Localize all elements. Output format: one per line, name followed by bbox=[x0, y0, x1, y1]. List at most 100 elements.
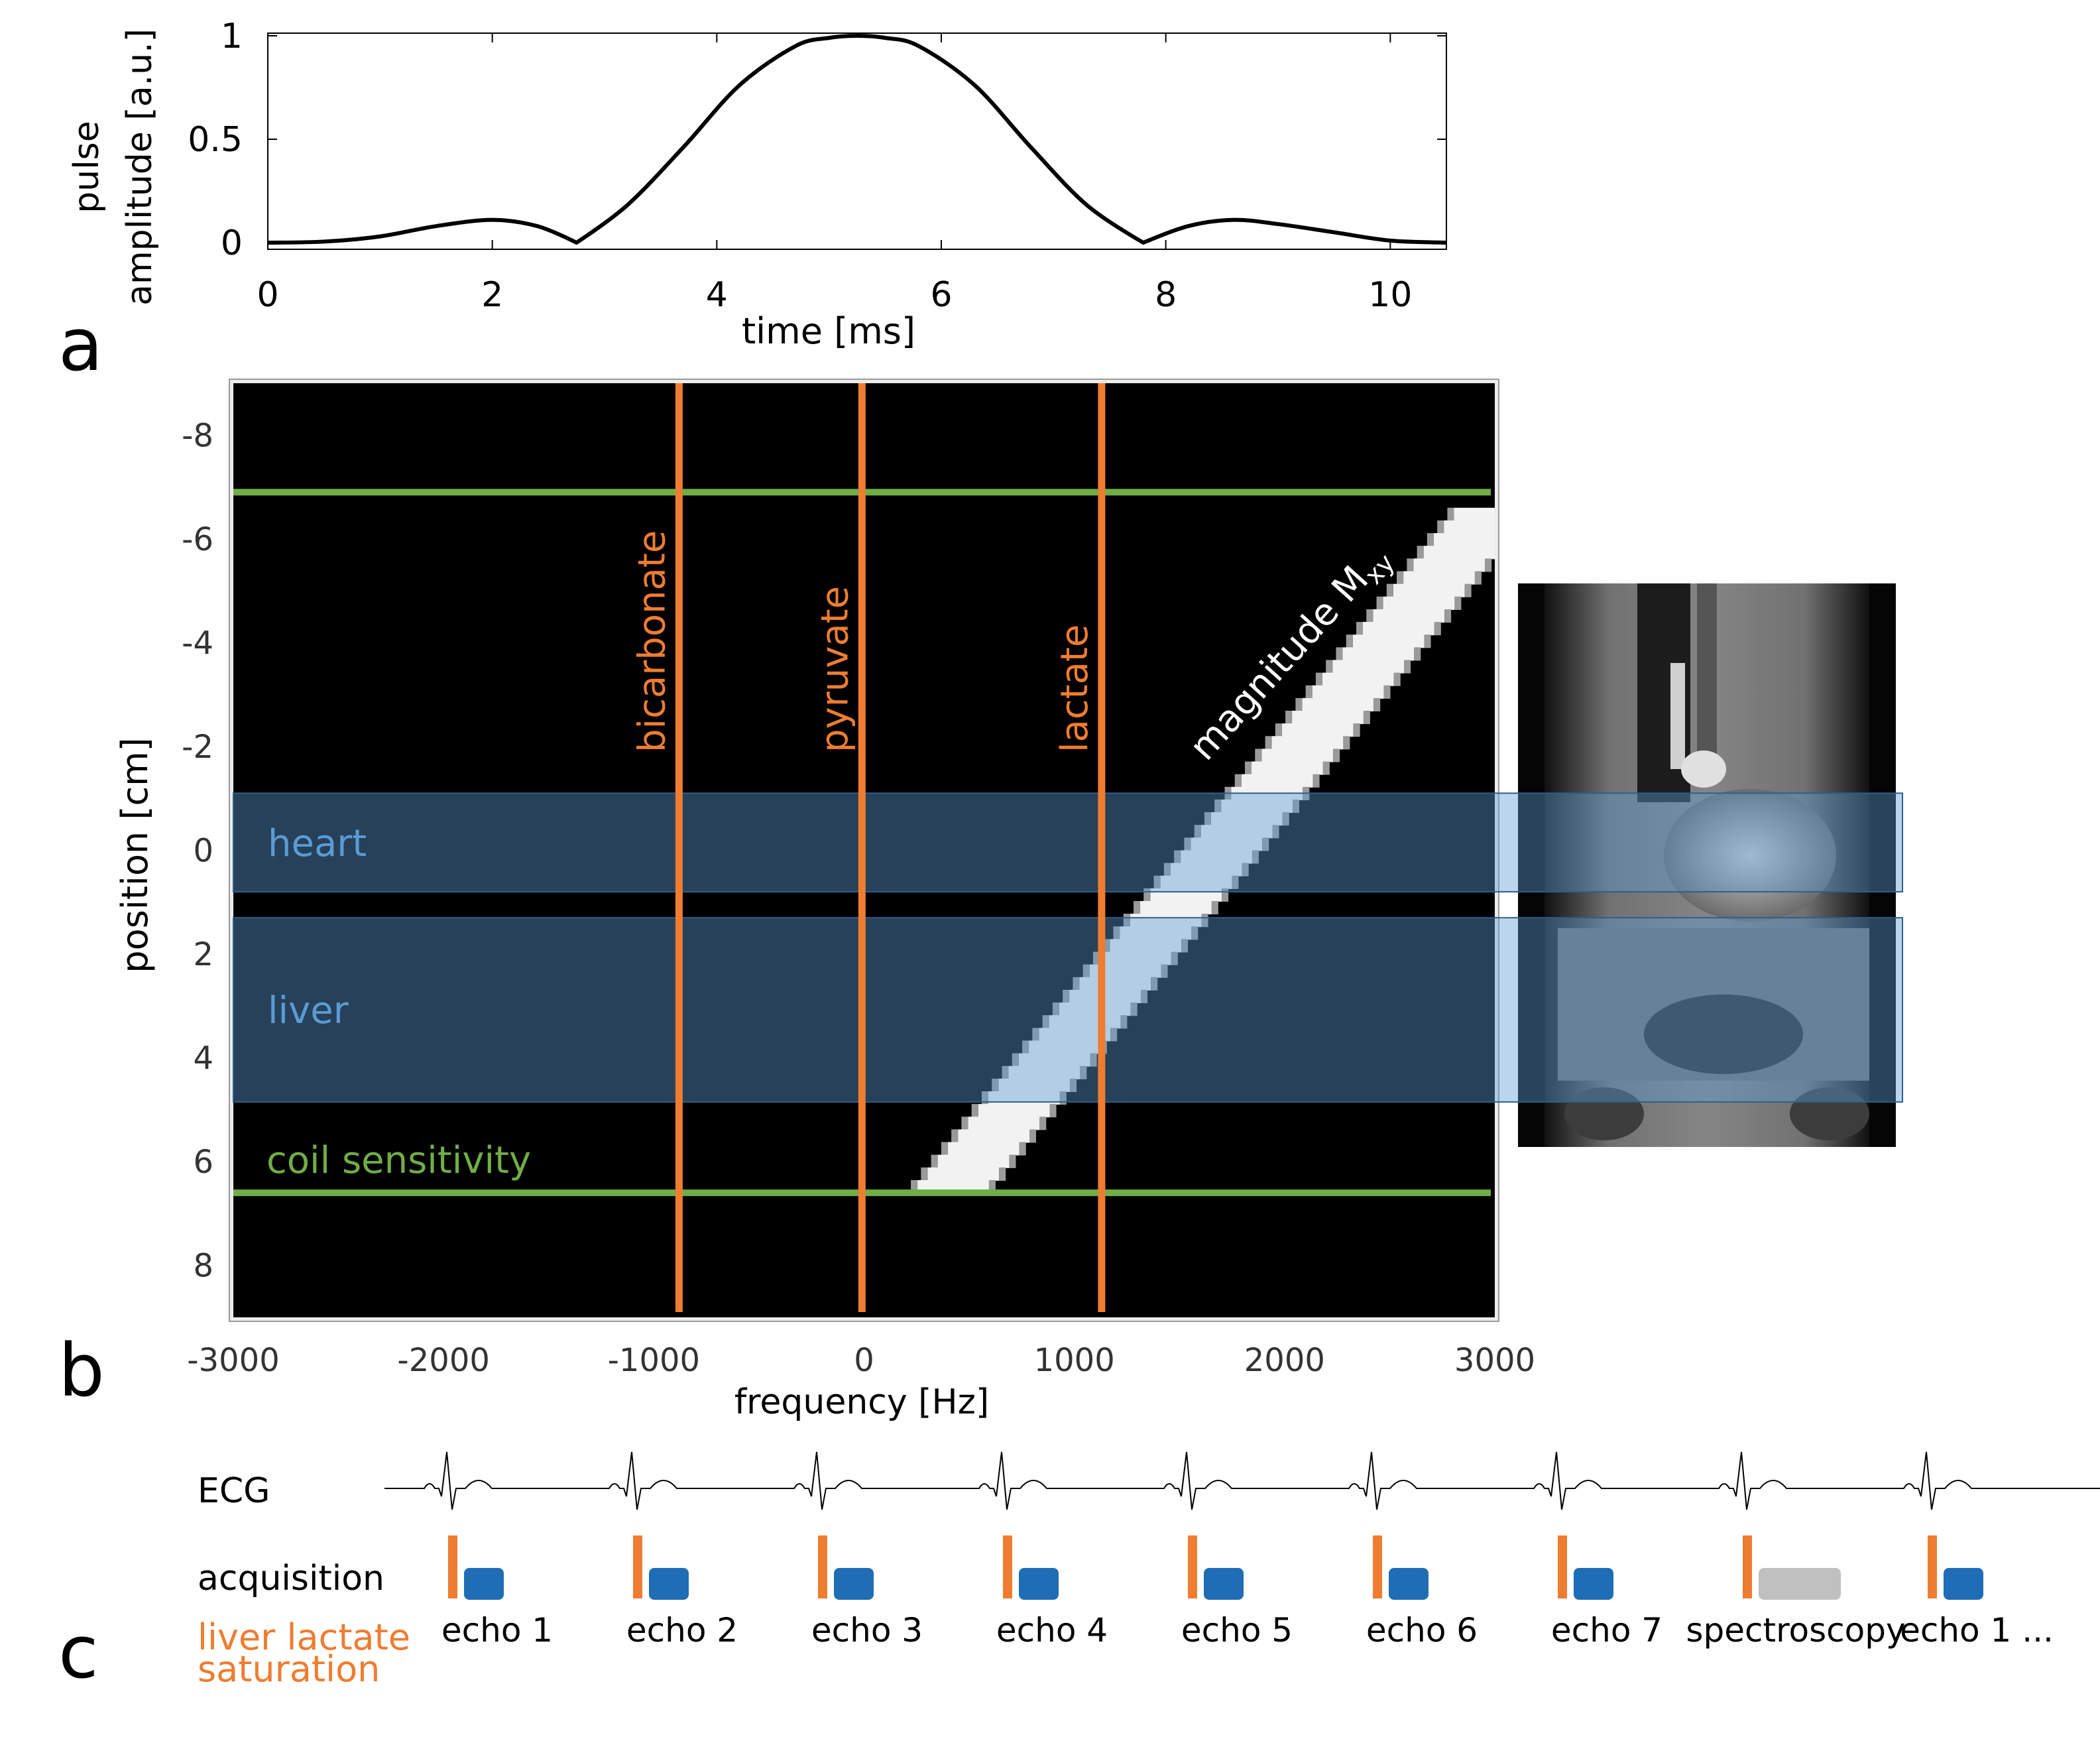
region-label-liver: liver bbox=[268, 989, 349, 1032]
band-edge bbox=[1211, 901, 1218, 915]
band-segment bbox=[1029, 1040, 1100, 1054]
band-segment bbox=[1160, 875, 1232, 889]
x-tick-label-a: 2 bbox=[481, 275, 503, 315]
band-edge bbox=[1305, 685, 1312, 699]
band-segment bbox=[1383, 596, 1455, 610]
band-segment bbox=[1444, 520, 1495, 534]
band-segment bbox=[1454, 507, 1495, 522]
saturation-pulse bbox=[1743, 1535, 1752, 1598]
band-segment bbox=[1302, 697, 1374, 712]
acquisition-label-5: echo 5 bbox=[1181, 1611, 1293, 1650]
band-segment bbox=[1292, 711, 1364, 725]
band-edge bbox=[1163, 863, 1171, 876]
acquisition-label: acquisition bbox=[198, 1559, 384, 1598]
band-edge bbox=[1397, 571, 1404, 585]
plot-b-tick-labels: -3000 -2000 -1000 0 1000 2000 3000 -8 -6 -4 -2 0 2 4 6… bbox=[182, 417, 1535, 1379]
x-tick-label-b: -3000 bbox=[187, 1342, 279, 1379]
band-segment bbox=[1099, 951, 1171, 965]
plot-b-ylabel: position [cm] bbox=[114, 737, 156, 973]
band-edge bbox=[1049, 1104, 1057, 1118]
band-segment bbox=[937, 1154, 1010, 1168]
tissue-regions: heart liver bbox=[233, 792, 1903, 1103]
region-heart bbox=[233, 792, 1903, 893]
band-segment bbox=[1312, 685, 1384, 699]
metabolite-lines: bicarbonate pyruvate lactate bbox=[630, 383, 1106, 1312]
acquisition-blocks: echo 1 echo 2 echo 3 echo 4 echo 5 echo 6 echo… bbox=[441, 1535, 2054, 1650]
y-tick-label-b: 6 bbox=[193, 1144, 213, 1181]
band-edge bbox=[1161, 964, 1168, 978]
band-edge bbox=[1434, 622, 1441, 636]
pulse-amplitude-chart: 0 2 4 6 8 10 0 0.5 1 time [ms] pulse amplitude [… bbox=[58, 17, 1447, 387]
band-edge bbox=[1113, 926, 1120, 940]
band-segment bbox=[1393, 583, 1465, 597]
frequency-position-chart: heart liver coil sensitivity bicarbonate p… bbox=[58, 379, 1903, 1422]
band-edge bbox=[1424, 634, 1431, 648]
band-edge bbox=[1356, 622, 1364, 636]
band-edge bbox=[1474, 571, 1482, 585]
band-segment bbox=[1140, 901, 1212, 915]
band-segment bbox=[1191, 837, 1263, 851]
band-segment bbox=[1130, 914, 1202, 928]
band-segment bbox=[1403, 571, 1475, 585]
acquisition-block-echo bbox=[1019, 1568, 1059, 1600]
band-edge bbox=[1103, 939, 1110, 953]
metabolite-label-bicarbonate: bicarbonate bbox=[630, 530, 673, 752]
band-edge bbox=[1363, 711, 1370, 725]
band-edge bbox=[1515, 520, 1522, 534]
band-edge bbox=[1151, 977, 1158, 991]
band-edge bbox=[1265, 736, 1272, 750]
y-tick-label-a: 1 bbox=[221, 17, 243, 56]
pulse-curve bbox=[267, 34, 1447, 245]
band-segment bbox=[1271, 736, 1344, 750]
panel-a-label: a bbox=[58, 302, 103, 387]
saturation-pulse bbox=[1188, 1535, 1197, 1598]
band-edge bbox=[1373, 697, 1381, 712]
band-edge bbox=[1336, 647, 1343, 661]
band-segment bbox=[968, 1116, 1040, 1130]
x-tick-label-b: 0 bbox=[854, 1342, 874, 1379]
mri-image bbox=[1518, 583, 1896, 1147]
band-segment bbox=[1181, 850, 1252, 864]
acquisition-block-echo bbox=[834, 1568, 874, 1600]
y-tick-label-b: 2 bbox=[193, 936, 213, 973]
acquisition-block-echo bbox=[1389, 1568, 1429, 1600]
band-edge bbox=[1204, 812, 1211, 826]
acquisition-label-2: echo 2 bbox=[626, 1611, 738, 1650]
region-liver bbox=[233, 917, 1903, 1103]
band-edge bbox=[1326, 660, 1333, 674]
band-edge bbox=[1123, 914, 1130, 928]
band-edge bbox=[1315, 672, 1322, 686]
band-edge bbox=[1404, 660, 1411, 674]
band-edge bbox=[1070, 1078, 1077, 1093]
band-edge bbox=[1454, 596, 1462, 610]
band-edge bbox=[1386, 583, 1393, 597]
x-tick-label-a: 6 bbox=[930, 275, 952, 315]
band-segment bbox=[1089, 964, 1161, 978]
band-edge bbox=[1029, 1129, 1037, 1143]
acquisition-block-echo bbox=[1204, 1568, 1244, 1600]
band-edge bbox=[1232, 875, 1239, 889]
band-edge bbox=[1282, 812, 1289, 826]
band-edge bbox=[1383, 685, 1391, 699]
x-tick-label-b: 1000 bbox=[1034, 1342, 1115, 1379]
band-edge bbox=[971, 1104, 978, 1118]
plot-a-ylabel-line1: pulse bbox=[67, 121, 107, 213]
band-edge bbox=[1437, 520, 1444, 534]
band-edge bbox=[1312, 774, 1320, 788]
band-edge bbox=[999, 1167, 1006, 1181]
band-edge bbox=[1174, 850, 1181, 864]
x-tick-label-b: -2000 bbox=[397, 1342, 489, 1379]
acquisition-block-echo bbox=[464, 1568, 504, 1600]
band-edge bbox=[992, 1078, 999, 1093]
acquisition-label-4: echo 4 bbox=[996, 1611, 1108, 1650]
band-edge bbox=[1376, 596, 1383, 610]
y-tick-label-b: 8 bbox=[193, 1248, 213, 1285]
band-edge bbox=[1333, 749, 1340, 762]
band-edge bbox=[1002, 1065, 1009, 1079]
band-segment bbox=[1210, 812, 1283, 826]
band-segment bbox=[1332, 660, 1405, 674]
band-edge bbox=[1245, 761, 1252, 775]
saturation-pulse bbox=[1558, 1535, 1567, 1598]
band-edge bbox=[1080, 1065, 1087, 1079]
band-edge bbox=[1252, 850, 1259, 864]
